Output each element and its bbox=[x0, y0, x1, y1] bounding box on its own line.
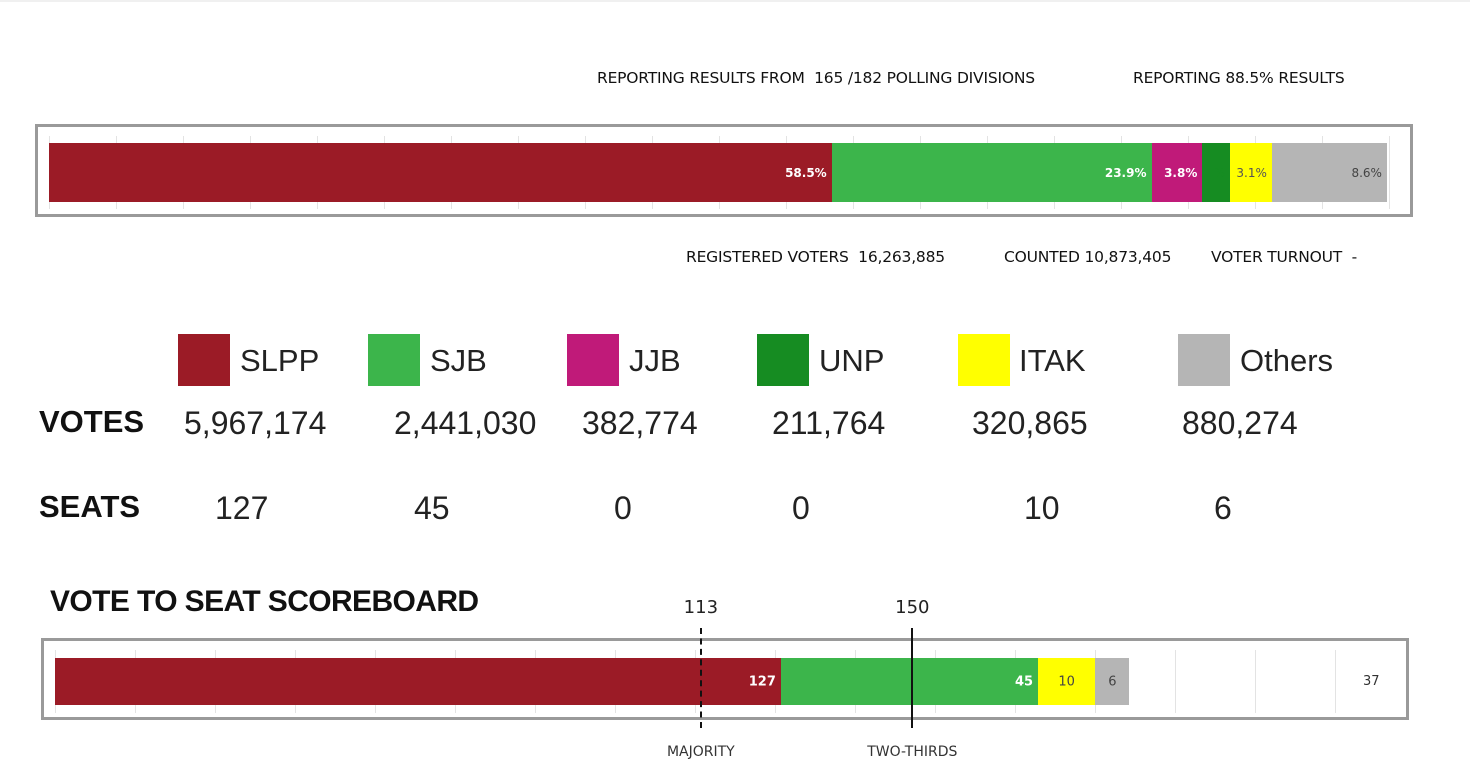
seat-scoreboard-bar: 127 45 10 6 bbox=[55, 658, 1341, 705]
votes-value-others: 880,274 bbox=[1182, 405, 1298, 441]
registered-voters-value: 16,263,885 bbox=[858, 248, 945, 266]
vote-share-label-jjb: 3.8% bbox=[1164, 165, 1198, 180]
seats-value-sjb: 45 bbox=[414, 490, 450, 526]
reported-divisions-count: 165 bbox=[814, 69, 844, 87]
party-name-jjb: JJB bbox=[629, 343, 681, 378]
two-thirds-caption: TWO-THIRDS bbox=[867, 744, 958, 760]
votes-value-unp: 211,764 bbox=[772, 405, 886, 441]
vote-share-label-slpp: 58.5% bbox=[785, 165, 827, 180]
vote-share-segment-slpp: 58.5% bbox=[49, 143, 832, 202]
seats-value-jjb: 0 bbox=[614, 490, 632, 526]
voter-turnout: VOTER TURNOUT - bbox=[1211, 248, 1357, 266]
gridline bbox=[1389, 136, 1390, 209]
legend-swatch-jjb bbox=[567, 334, 619, 386]
reporting-percentage: REPORTING 88.5% RESULTS bbox=[1133, 69, 1345, 87]
vote-share-label-sjb: 23.9% bbox=[1104, 165, 1147, 180]
reporting-pct-value: 88.5% bbox=[1225, 69, 1274, 87]
legend-swatch-others bbox=[1178, 334, 1230, 386]
two-thirds-threshold-line bbox=[911, 628, 914, 728]
seats-value-unp: 0 bbox=[792, 490, 810, 526]
vote-share-bar: 58.5% 23.9% 3.8% 2.1% 3.1% 8.6% bbox=[49, 143, 1387, 202]
votes-value-sjb: 2,441,030 bbox=[394, 405, 537, 441]
voter-turnout-label: VOTER TURNOUT bbox=[1211, 248, 1343, 266]
reporting-pct-suffix: RESULTS bbox=[1278, 69, 1345, 87]
majority-caption: MAJORITY bbox=[666, 744, 735, 760]
vote-share-label-others: 8.6% bbox=[1351, 165, 1382, 180]
seat-segment-others: 6 bbox=[1095, 658, 1130, 705]
registered-voters-label: REGISTERED VOTERS bbox=[686, 248, 849, 266]
counted-votes: COUNTED 10,873,405 bbox=[1004, 248, 1171, 266]
seat-segment-itak: 10 bbox=[1038, 658, 1096, 705]
votes-value-jjb: 382,774 bbox=[582, 405, 698, 441]
remaining-seats-label: 37 bbox=[1363, 674, 1380, 689]
seats-value-others: 6 bbox=[1214, 490, 1232, 526]
legend-swatch-itak bbox=[958, 334, 1010, 386]
counted-value: 10,873,405 bbox=[1084, 248, 1172, 266]
votes-value-itak: 320,865 bbox=[972, 405, 1088, 441]
party-name-itak: ITAK bbox=[1019, 343, 1086, 378]
vote-share-segment-unp: 2.1% bbox=[1202, 143, 1231, 202]
legend-swatch-slpp bbox=[178, 334, 230, 386]
vote-share-segment-others: 8.6% bbox=[1271, 143, 1387, 202]
vote-share-label-itak: 3.1% bbox=[1236, 165, 1267, 180]
majority-threshold-line bbox=[699, 628, 702, 728]
seat-label-others: 6 bbox=[1108, 674, 1117, 689]
voter-turnout-value: - bbox=[1351, 248, 1358, 266]
seats-row-label: SEATS bbox=[39, 489, 141, 524]
vote-share-segment-sjb: 23.9% bbox=[831, 143, 1152, 202]
vote-share-segment-jjb: 3.8% bbox=[1151, 143, 1203, 202]
reporting-prefix: REPORTING RESULTS FROM bbox=[597, 69, 805, 87]
party-name-unp: UNP bbox=[819, 343, 885, 378]
votes-value-slpp: 5,967,174 bbox=[184, 405, 327, 441]
top-divider bbox=[0, 0, 1470, 2]
reporting-divisions: REPORTING RESULTS FROM 165 /182 POLLING … bbox=[597, 69, 1035, 87]
reporting-pct-prefix: REPORTING bbox=[1133, 69, 1221, 87]
gridline bbox=[1175, 650, 1176, 713]
vote-share-segment-itak: 3.1% bbox=[1230, 143, 1272, 202]
party-name-slpp: SLPP bbox=[240, 343, 320, 378]
gridline bbox=[1255, 650, 1256, 713]
majority-threshold-value: 113 bbox=[683, 597, 719, 618]
seats-value-slpp: 127 bbox=[215, 490, 269, 526]
two-thirds-threshold-value: 150 bbox=[895, 597, 930, 618]
scoreboard-title: VOTE TO SEAT SCOREBOARD bbox=[50, 585, 479, 618]
seat-segment-slpp: 127 bbox=[55, 658, 781, 705]
party-name-sjb: SJB bbox=[430, 343, 487, 378]
total-divisions-count: /182 bbox=[847, 69, 882, 87]
registered-voters: REGISTERED VOTERS 16,263,885 bbox=[686, 248, 945, 266]
seat-label-itak: 10 bbox=[1058, 674, 1075, 689]
seat-label-slpp: 127 bbox=[748, 674, 776, 689]
votes-row-label: VOTES bbox=[39, 404, 145, 439]
party-name-others: Others bbox=[1240, 343, 1334, 378]
legend-swatch-sjb bbox=[368, 334, 420, 386]
seat-segment-sjb: 45 bbox=[780, 658, 1039, 705]
divisions-suffix: POLLING DIVISIONS bbox=[886, 69, 1035, 87]
seat-label-sjb: 45 bbox=[1014, 674, 1034, 689]
legend-swatch-unp bbox=[757, 334, 809, 386]
counted-label: COUNTED bbox=[1004, 248, 1080, 266]
gridline bbox=[1335, 650, 1336, 713]
seats-value-itak: 10 bbox=[1024, 490, 1060, 526]
vote-share-label-unp: 2.1% bbox=[1202, 165, 1226, 180]
